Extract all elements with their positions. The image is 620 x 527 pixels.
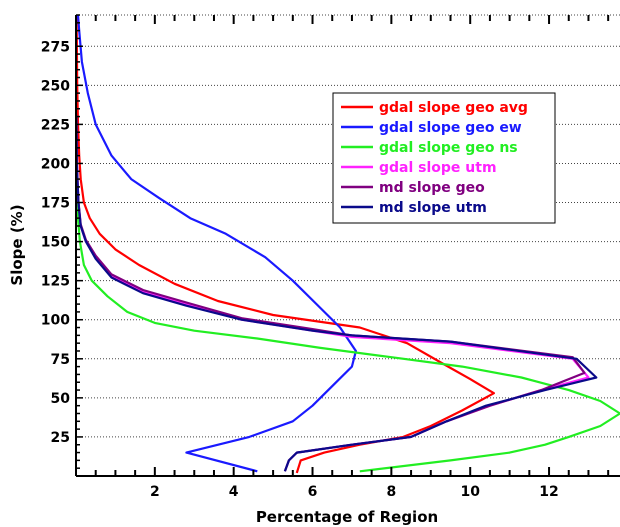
x-tick-label: 4 bbox=[229, 484, 239, 500]
y-tick-label: 250 bbox=[41, 78, 70, 94]
legend-label: md slope geo bbox=[379, 180, 485, 196]
tick-labels: 25 50 75 100 125 150 175 200 225 250 275 2 4 6 8 10 12 bbox=[41, 39, 559, 500]
series-line-2 bbox=[75, 147, 620, 473]
y-tick-label: 50 bbox=[51, 391, 71, 407]
x-tick-label: 12 bbox=[539, 484, 558, 500]
y-tick-label: 100 bbox=[41, 313, 70, 329]
legend-label: gdal slope utm bbox=[379, 160, 497, 176]
y-tick-label: 25 bbox=[51, 430, 70, 446]
y-tick-label: 200 bbox=[41, 156, 70, 172]
legend-label: gdal slope geo avg bbox=[379, 100, 528, 116]
x-tick-label: 8 bbox=[386, 484, 396, 500]
x-axis-title: Percentage of Region bbox=[256, 508, 438, 526]
series-line-5 bbox=[75, 116, 598, 472]
legend-box bbox=[332, 92, 556, 224]
legend-label: gdal slope geo ns bbox=[379, 140, 518, 156]
legend-label: md slope utm bbox=[379, 200, 487, 216]
series-lines bbox=[75, 14, 620, 474]
x-tick-label: 6 bbox=[308, 484, 318, 500]
x-tick-label: 2 bbox=[150, 484, 160, 500]
y-tick-label: 125 bbox=[41, 274, 70, 290]
grid-lines bbox=[76, 14, 620, 438]
y-tick-label: 175 bbox=[41, 196, 70, 212]
y-tick-label: 150 bbox=[41, 235, 70, 251]
series-line-0 bbox=[75, 14, 495, 474]
series-line-1 bbox=[76, 14, 357, 473]
y-tick-label: 275 bbox=[41, 39, 70, 55]
y-axis-title: Slope (%) bbox=[8, 204, 26, 285]
y-tick-label: 225 bbox=[41, 117, 70, 133]
legend-label: gdal slope geo ew bbox=[379, 120, 522, 136]
legend: gdal slope geo avg gdal slope geo ew gdal … bbox=[332, 92, 556, 224]
y-tick-label: 75 bbox=[51, 352, 70, 368]
x-tick-label: 10 bbox=[460, 484, 480, 500]
axes bbox=[75, 14, 620, 477]
